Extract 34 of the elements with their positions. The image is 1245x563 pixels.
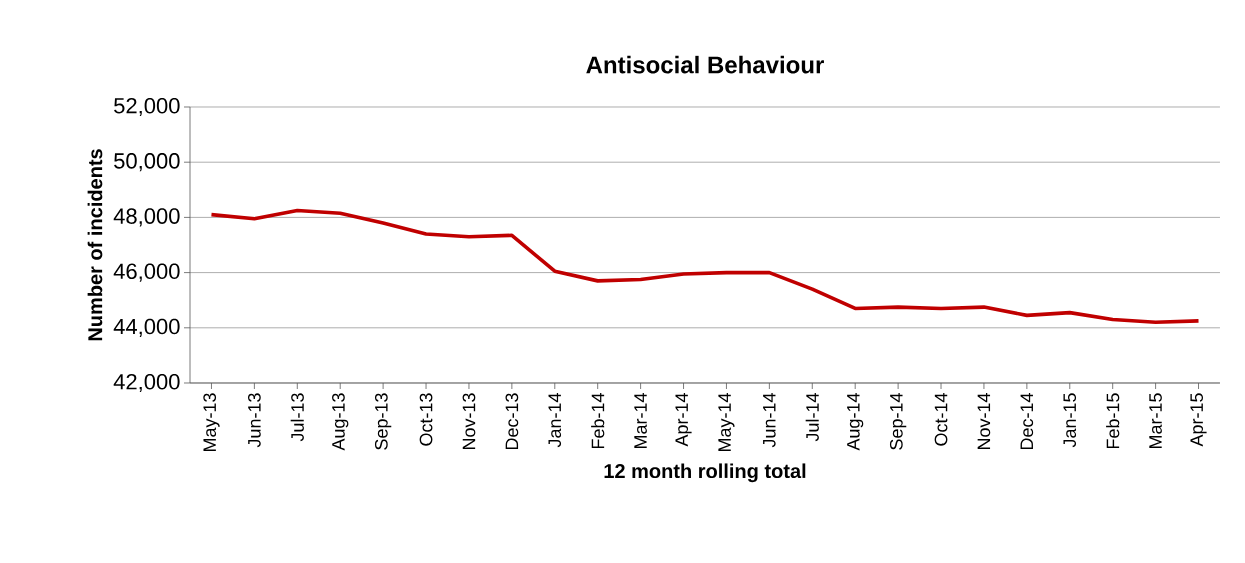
y-tick-label: 42,000 xyxy=(113,373,180,393)
y-tick-label: 44,000 xyxy=(113,318,180,337)
x-tick-label: Jul-14 xyxy=(805,393,819,442)
x-tick-label: May-14 xyxy=(718,393,735,452)
y-tick-label: 46,000 xyxy=(113,263,180,282)
x-tick-label: Mar-15 xyxy=(1149,393,1162,449)
x-tick-label: Mar-14 xyxy=(634,393,647,449)
x-tick-label: Apr-15 xyxy=(1190,393,1207,447)
x-tick-label: May-13 xyxy=(203,393,220,452)
x-tick-label: Aug-14 xyxy=(847,393,864,451)
x-tick-label: Sep-13 xyxy=(374,393,392,450)
x-tick-label: Jan-15 xyxy=(1063,393,1077,448)
x-tick-label: Nov-14 xyxy=(977,393,991,450)
y-axis-title: Number of incidents xyxy=(87,149,103,341)
y-tick-label: 52,000 xyxy=(114,97,180,117)
x-tick-label: Feb-15 xyxy=(1106,393,1120,449)
x-tick-label: Apr-14 xyxy=(675,393,692,447)
x-tick-label: Dec-14 xyxy=(1020,393,1034,450)
x-tick-label: Dec-13 xyxy=(505,393,519,450)
x-tick-label: Jun-14 xyxy=(763,393,776,448)
x-tick-label: Oct-13 xyxy=(419,393,433,446)
x-tick-label: Nov-13 xyxy=(462,393,476,450)
x-tick-label: Feb-14 xyxy=(591,393,605,449)
y-tick-label: 50,000 xyxy=(114,153,180,172)
x-tick-label: Jul-13 xyxy=(290,393,304,442)
x-tick-label: Jun-13 xyxy=(247,393,261,448)
x-tick-label: Aug-13 xyxy=(332,393,349,451)
x-tick-label: Oct-14 xyxy=(934,393,948,446)
line-series xyxy=(209,208,1201,325)
y-tick-label: 48,000 xyxy=(113,208,180,227)
x-tick-label: Jan-14 xyxy=(548,393,562,448)
chart-title: Antisocial Behaviour xyxy=(586,55,824,74)
x-axis-title: 12 month rolling total xyxy=(604,463,806,483)
x-tick-label: Sep-14 xyxy=(889,393,907,450)
